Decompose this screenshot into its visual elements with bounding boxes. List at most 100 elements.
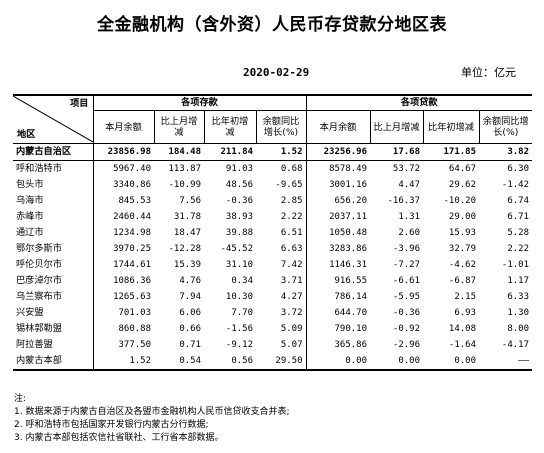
cell-value: 0.56 [204,353,256,371]
column-header: 余额同比增长(%) [256,110,307,144]
cell-value: -6.87 [448,276,476,286]
cell-value: 6.30 [507,164,529,174]
corner-label-item: 项目 [70,98,89,109]
cell-value: 2.22 [507,244,529,254]
cell-value: 3.82 [479,143,532,161]
table-corner-header: 项目 地区 [13,94,94,144]
cell-value: 1.52 [93,353,154,371]
cell-value: 2460.44 [113,212,151,222]
cell-value: 3970.25 [113,244,151,254]
cell-value: -1.64 [448,340,476,350]
table-row: 乌兰察布市 1265.63 7.94 10.30 4.27 786.14 -5.95 2.15… [13,289,532,305]
report-title: 全金融机构（含外资）人民币存贷款分地区表 [97,15,447,35]
table-row: 阿拉善盟 377.50 0.71 -9.12 5.07 365.86 -2.96 -1.64 -… [13,337,532,353]
cell-value: 7.42 [256,257,307,273]
cell-value: 701.03 [118,308,151,318]
cell-value: 2037.11 [329,212,367,222]
cell-value: 6.63 [256,241,307,257]
cell-value: -5.95 [392,292,420,302]
cell-value: 32.79 [448,244,476,254]
cell-value: 2.60 [398,228,420,238]
cell-value: 31.10 [225,260,253,270]
cell-value: 29.00 [448,212,476,222]
cell-value: 365.86 [334,340,367,350]
cell-value: 14.08 [448,324,476,334]
cell-value: -0.36 [225,196,253,206]
table-row: 呼和浩特市 5967.40 113.87 91.03 0.68 8578.49 53.72 6… [13,160,532,177]
cell-value: 18.47 [173,228,201,238]
cell-value: -3.96 [392,244,420,254]
region-name: 呼伦贝尔市 [13,257,94,273]
cell-value: 2.15 [454,292,476,302]
column-header: 比上月增减 [154,110,205,144]
table-row: 内蒙古本部 1.52 0.54 0.56 29.50 0.00 0.00 0.00 —— [13,353,532,371]
cell-value: 6.93 [454,308,476,318]
cell-value: -2.96 [392,340,420,350]
deposit-group-header: 各项存款 [93,94,307,111]
cell-value: 377.50 [118,340,151,350]
cell-value: 6.74 [507,196,529,206]
cell-value: 39.88 [225,228,253,238]
region-name: 呼和浩特市 [13,160,94,177]
region-name: 包头市 [13,177,94,193]
cell-value: 4.27 [256,289,307,305]
region-name: 鄂尔多斯市 [13,241,94,257]
corner-label-region: 地区 [17,129,36,140]
cell-value: 1265.63 [113,292,151,302]
cell-value: 6.33 [507,292,529,302]
cell-value: 5967.40 [113,164,151,174]
cell-value: —— [479,353,532,371]
column-header: 本月余额 [93,110,155,144]
cell-value: -16.37 [387,196,420,206]
cell-value: -9.12 [225,340,253,350]
table-row: 呼伦贝尔市 1744.61 15.39 31.10 7.42 1146.31 -7.27 -4… [13,257,532,273]
cell-value: -4.17 [501,340,529,350]
cell-value: -4.62 [448,260,476,270]
cell-value: -12.28 [168,244,201,254]
region-name: 锡林郭勒盟 [13,321,94,337]
cell-value: 1086.36 [113,276,151,286]
cell-value: 0.68 [256,160,307,177]
cell-value: 1.31 [398,212,420,222]
region-name: 兴安盟 [13,305,94,321]
cell-value: -7.27 [392,260,420,270]
region-name: 内蒙古本部 [13,353,94,371]
region-name: 巴彦淖尔市 [13,273,94,289]
cell-value: -1.01 [501,260,529,270]
cell-value: 5.07 [256,337,307,353]
cell-value: 48.56 [225,180,253,190]
cell-value: 15.39 [173,260,201,270]
cell-value: 113.87 [168,164,201,174]
cell-value: 5.28 [507,228,529,238]
column-header: 余额同比增长(%) [479,110,532,144]
table-row: 内蒙古自治区 23856.98 184.48 211.84 1.52 23256.96 17… [13,143,532,161]
cell-value: 1050.48 [329,228,367,238]
cell-value: -9.65 [256,177,307,193]
cell-value: 2.85 [256,193,307,209]
cell-value: 1744.61 [113,260,151,270]
table-row: 兴安盟 701.03 6.06 7.70 3.72 644.70 -0.36 6.93 1.30 [13,305,532,321]
cell-value: 211.84 [204,143,256,161]
column-header: 比上月增减 [370,110,424,144]
cell-value: 1234.98 [113,228,151,238]
cell-value: 29.50 [256,353,307,371]
table-row: 鄂尔多斯市 3970.25 -12.28 -45.52 6.63 3283.86 -3.96… [13,241,532,257]
cell-value: 4.76 [179,276,201,286]
cell-value: 644.70 [334,308,367,318]
cell-value: -0.36 [392,308,420,318]
cell-value: 38.93 [225,212,253,222]
table-row: 包头市 3340.86 -10.99 48.56 -9.65 3001.16 4.47 29.… [13,177,532,193]
table-row: 赤峰市 2460.44 31.78 38.93 2.22 2037.11 1.31 29.00… [13,209,532,225]
cell-value: 916.55 [334,276,367,286]
cell-value: 1.52 [256,143,307,161]
column-header: 比年初增减 [423,110,480,144]
unit-label: 单位：亿元 [461,66,516,79]
cell-value: 10.30 [225,292,253,302]
cell-value: 860.88 [118,324,151,334]
cell-value: 0.54 [154,353,204,371]
cell-value: 0.00 [306,353,370,371]
cell-value: 845.53 [118,196,151,206]
cell-value: 0.34 [231,276,253,286]
cell-value: 0.00 [370,353,423,371]
cell-value: 23856.98 [93,143,154,161]
